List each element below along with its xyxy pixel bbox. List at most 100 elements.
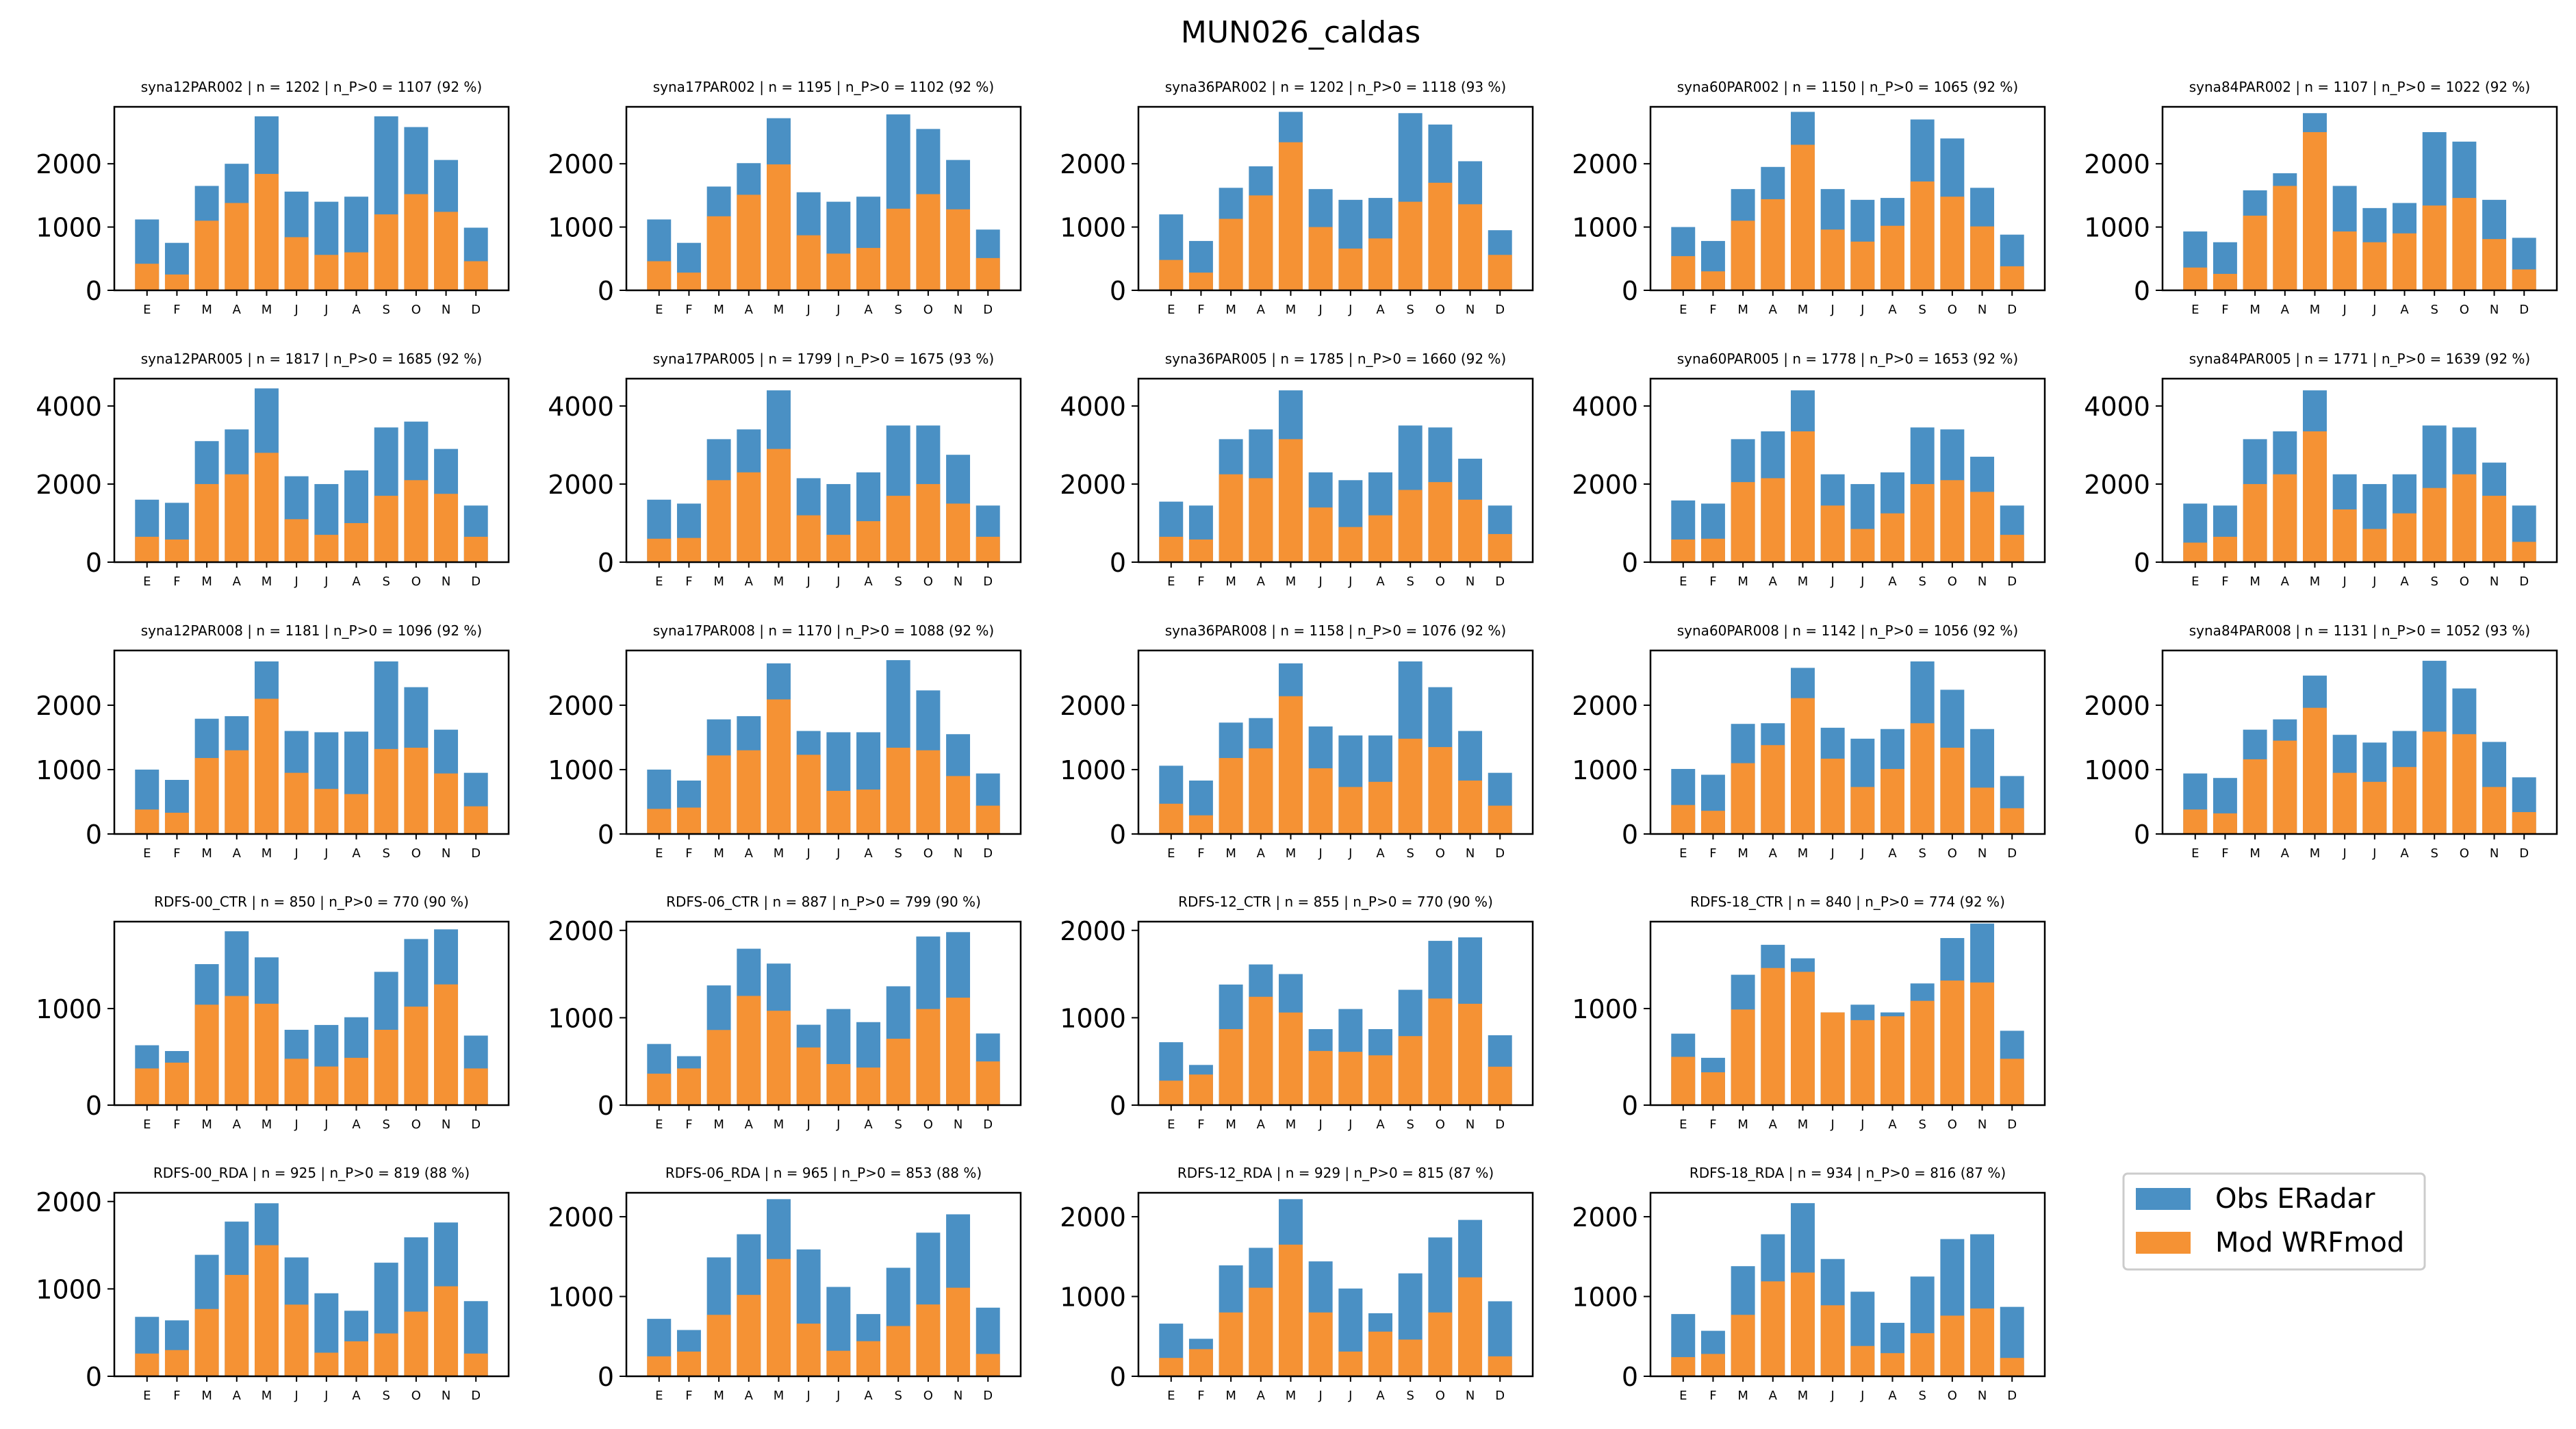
bar-mod bbox=[1850, 1020, 1875, 1105]
x-tick-label: M bbox=[262, 1117, 272, 1132]
legend-swatch-mod bbox=[2136, 1232, 2191, 1254]
x-tick-label: J bbox=[836, 1117, 840, 1132]
bar-mod bbox=[647, 809, 672, 834]
axes-frame bbox=[625, 649, 1022, 835]
bar-mod bbox=[1761, 1281, 1785, 1376]
y-tick-label: 0 bbox=[1110, 548, 1126, 578]
x-tick-label: S bbox=[894, 574, 902, 589]
x-tick-label: D bbox=[471, 1117, 481, 1132]
bar-mod bbox=[1880, 1353, 1904, 1376]
y-tick-label: 1000 bbox=[548, 1003, 614, 1033]
x-tick-label: D bbox=[471, 303, 481, 317]
bar-mod bbox=[767, 1011, 791, 1105]
bar-mod bbox=[284, 237, 309, 290]
x-tick-label: O bbox=[2460, 303, 2469, 317]
x-tick-label: S bbox=[2430, 574, 2438, 589]
x-tick-label: E bbox=[1679, 846, 1687, 861]
y-tick-label: 2000 bbox=[1572, 1202, 1638, 1232]
axes-frame bbox=[113, 649, 510, 835]
figure-title: MUN026_caldas bbox=[1181, 15, 1420, 50]
bar-mod bbox=[706, 480, 731, 562]
legend-frame bbox=[2122, 1172, 2426, 1271]
bar-mod bbox=[284, 519, 309, 562]
axes-frame bbox=[2161, 377, 2558, 564]
x-tick-label: A bbox=[864, 574, 873, 589]
bar-mod bbox=[1249, 996, 1273, 1105]
x-tick-label: E bbox=[1167, 846, 1175, 861]
bar-mod bbox=[1428, 182, 1453, 290]
bar-mod bbox=[767, 1259, 791, 1376]
bar-mod bbox=[225, 1274, 249, 1376]
bar-mod bbox=[463, 536, 488, 562]
bar-mod bbox=[737, 750, 761, 834]
x-tick-label: M bbox=[774, 1117, 785, 1132]
x-tick-label: D bbox=[2519, 574, 2529, 589]
x-tick-label: M bbox=[1798, 303, 1809, 317]
subplot: syna12PAR008 | n = 1181 | n_P>0 = 1096 (… bbox=[36, 622, 510, 861]
x-tick-label: E bbox=[143, 1389, 151, 1403]
x-tick-label: S bbox=[894, 1389, 902, 1403]
bar-mod bbox=[2000, 808, 2024, 834]
bar-mod bbox=[1970, 492, 1995, 562]
y-tick-label: 2000 bbox=[548, 149, 614, 179]
x-tick-label: S bbox=[1918, 574, 1926, 589]
bar-mod bbox=[1731, 1315, 1755, 1376]
bar-mod bbox=[1791, 698, 1815, 834]
x-tick-label: E bbox=[143, 846, 151, 861]
x-tick-label: O bbox=[411, 846, 421, 861]
bar-mod bbox=[1249, 478, 1273, 562]
x-tick-label: F bbox=[1709, 303, 1716, 317]
x-tick-label: A bbox=[1769, 1389, 1778, 1403]
x-tick-label: O bbox=[2460, 574, 2469, 589]
bar-mod bbox=[2000, 1059, 2024, 1105]
bar-mod bbox=[434, 494, 459, 562]
bar-mod bbox=[1368, 1331, 1392, 1376]
bar-mod bbox=[1159, 260, 1184, 290]
x-tick-label: M bbox=[1225, 1117, 1236, 1132]
x-tick-label: M bbox=[774, 1389, 785, 1403]
bar-mod bbox=[826, 253, 851, 290]
bar-mod bbox=[1880, 225, 1904, 290]
bar-mod bbox=[1368, 238, 1392, 290]
y-tick-label: 2000 bbox=[2084, 470, 2150, 500]
x-tick-label: J bbox=[1860, 1117, 1864, 1132]
bar-mod bbox=[314, 1352, 339, 1376]
bar-mod bbox=[706, 755, 731, 834]
x-tick-label: A bbox=[745, 1117, 754, 1132]
bar-mod bbox=[2512, 542, 2536, 562]
x-tick-label: A bbox=[1257, 846, 1266, 861]
axes-frame bbox=[2161, 105, 2558, 292]
bar-mod bbox=[1308, 227, 1333, 290]
bar-mod bbox=[164, 1350, 189, 1376]
bar-mod bbox=[344, 794, 368, 834]
bar-mod bbox=[796, 755, 821, 834]
x-tick-label: E bbox=[655, 574, 663, 589]
x-tick-label: J bbox=[806, 846, 811, 861]
x-tick-label: N bbox=[2490, 574, 2499, 589]
x-tick-label: J bbox=[2372, 574, 2376, 589]
x-tick-label: O bbox=[411, 303, 421, 317]
y-tick-label: 1000 bbox=[36, 1274, 102, 1304]
axes-frame bbox=[1137, 649, 1534, 835]
y-tick-label: 1000 bbox=[2084, 213, 2150, 243]
x-tick-label: J bbox=[1318, 574, 1323, 589]
x-tick-label: J bbox=[324, 574, 328, 589]
x-tick-label: A bbox=[352, 1389, 361, 1403]
subplot: syna84PAR002 | n = 1107 | n_P>0 = 1022 (… bbox=[2084, 79, 2558, 317]
bar-mod bbox=[374, 1333, 398, 1376]
subplot: syna84PAR005 | n = 1771 | n_P>0 = 1639 (… bbox=[2084, 351, 2558, 589]
x-tick-label: E bbox=[655, 303, 663, 317]
y-tick-label: 2000 bbox=[548, 470, 614, 500]
bar-mod bbox=[1488, 1356, 1512, 1376]
x-tick-label: A bbox=[864, 846, 873, 861]
legend: Obs ERadar Mod WRFmod bbox=[2122, 1172, 2426, 1271]
bar-mod bbox=[916, 750, 941, 834]
y-tick-label: 1000 bbox=[1060, 1003, 1126, 1033]
bar-mod bbox=[767, 164, 791, 290]
x-tick-label: S bbox=[382, 1117, 390, 1132]
subplot-title: syna36PAR002 | n = 1202 | n_P>0 = 1118 (… bbox=[1165, 79, 1507, 95]
y-tick-label: 0 bbox=[1110, 820, 1126, 850]
x-tick-label: J bbox=[806, 574, 811, 589]
x-tick-label: M bbox=[1286, 846, 1297, 861]
x-tick-label: J bbox=[1860, 303, 1864, 317]
